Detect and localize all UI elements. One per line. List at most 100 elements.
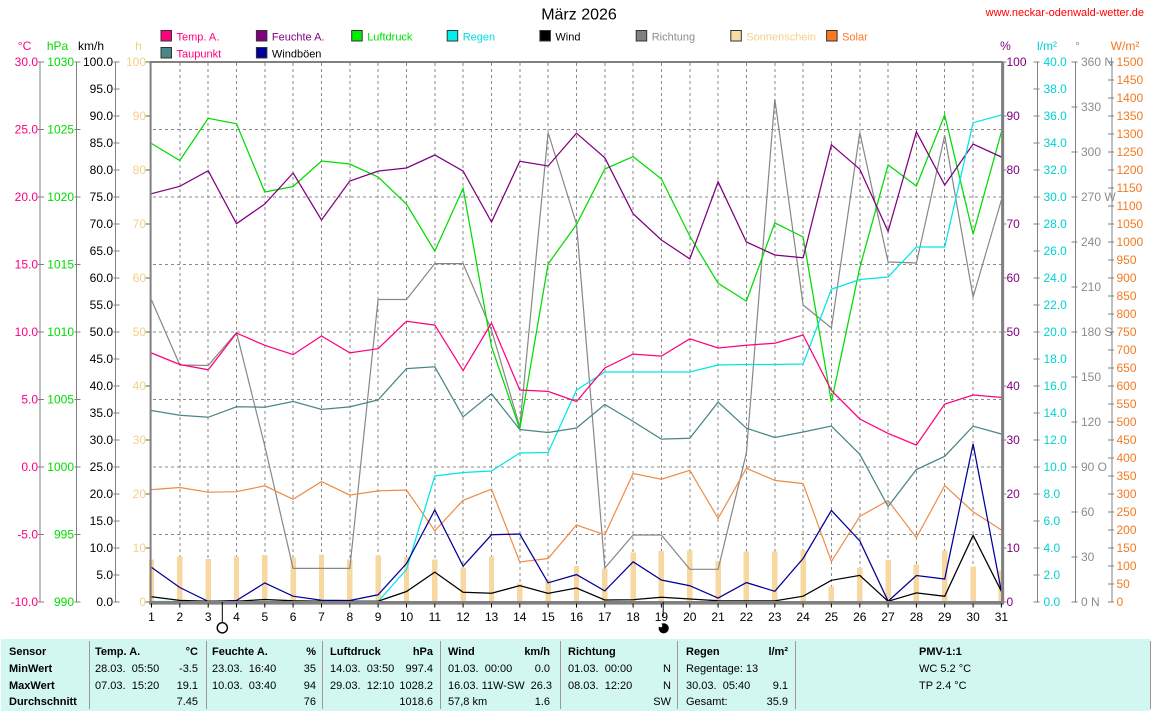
svg-text:90: 90 — [1007, 109, 1021, 123]
svg-text:13: 13 — [485, 610, 499, 624]
svg-text:0.0: 0.0 — [21, 460, 38, 474]
svg-text:0: 0 — [1007, 595, 1014, 609]
svg-text:650: 650 — [1117, 361, 1137, 375]
svg-text:°: ° — [1075, 39, 1080, 53]
svg-text:Solar: Solar — [842, 32, 868, 44]
svg-text:Wind: Wind — [555, 32, 580, 44]
svg-text:5: 5 — [261, 610, 268, 624]
svg-text:10: 10 — [400, 610, 414, 624]
svg-text:3: 3 — [205, 610, 212, 624]
svg-text:5.0: 5.0 — [96, 568, 113, 582]
svg-text:15.0: 15.0 — [15, 258, 39, 272]
svg-text:29: 29 — [938, 610, 952, 624]
svg-text:1000: 1000 — [47, 460, 74, 474]
svg-text:20: 20 — [1007, 487, 1021, 501]
svg-text:1450: 1450 — [1117, 73, 1144, 87]
svg-text:55.0: 55.0 — [90, 298, 114, 312]
svg-text:550: 550 — [1117, 397, 1137, 411]
svg-text:23: 23 — [768, 610, 782, 624]
svg-text:18: 18 — [626, 610, 640, 624]
svg-text:85.0: 85.0 — [90, 136, 114, 150]
svg-text:1030: 1030 — [47, 55, 74, 69]
svg-text:1010: 1010 — [47, 325, 74, 339]
svg-text:0.0: 0.0 — [96, 595, 113, 609]
svg-text:300: 300 — [1117, 487, 1137, 501]
svg-text:40: 40 — [133, 379, 147, 393]
svg-text:50.0: 50.0 — [90, 325, 114, 339]
svg-text:60.0: 60.0 — [90, 271, 114, 285]
svg-text:1350: 1350 — [1117, 109, 1144, 123]
svg-text:995: 995 — [54, 528, 74, 542]
svg-text:25: 25 — [825, 610, 839, 624]
svg-text:2: 2 — [176, 610, 183, 624]
svg-text:1100: 1100 — [1117, 199, 1143, 213]
svg-text:1015: 1015 — [47, 258, 74, 272]
svg-text:850: 850 — [1117, 289, 1137, 303]
svg-text:100: 100 — [1007, 55, 1027, 69]
svg-text:1005: 1005 — [47, 393, 74, 407]
svg-text:19: 19 — [655, 610, 669, 624]
svg-text:22.0: 22.0 — [1044, 298, 1068, 312]
svg-text:70: 70 — [133, 217, 147, 231]
svg-text:0: 0 — [139, 595, 146, 609]
svg-text:990: 990 — [54, 595, 74, 609]
svg-text:300: 300 — [1081, 145, 1101, 159]
svg-text:30: 30 — [966, 610, 980, 624]
svg-text:20: 20 — [133, 487, 147, 501]
svg-text:28: 28 — [910, 610, 924, 624]
svg-text:Temp. A.: Temp. A. — [177, 32, 220, 44]
svg-text:80: 80 — [133, 163, 147, 177]
svg-text:l/m²: l/m² — [1037, 39, 1057, 53]
svg-text:www.neckar-odenwald-wetter.de: www.neckar-odenwald-wetter.de — [985, 7, 1144, 19]
svg-text:75.0: 75.0 — [90, 190, 114, 204]
svg-text:150: 150 — [1081, 370, 1101, 384]
svg-text:60: 60 — [1081, 505, 1095, 519]
svg-text:70: 70 — [1007, 217, 1021, 231]
svg-text:70.0: 70.0 — [90, 217, 114, 231]
svg-text:15: 15 — [541, 610, 555, 624]
svg-text:65.0: 65.0 — [90, 244, 114, 258]
svg-text:8: 8 — [346, 610, 353, 624]
svg-text:Windböen: Windböen — [272, 49, 322, 61]
svg-text:600: 600 — [1117, 379, 1137, 393]
svg-text:20: 20 — [683, 610, 697, 624]
svg-text:Richtung: Richtung — [652, 32, 695, 44]
svg-text:Luftdruck: Luftdruck — [367, 32, 413, 44]
svg-text:1050: 1050 — [1117, 217, 1144, 231]
svg-text:50: 50 — [133, 325, 147, 339]
svg-text:180 S: 180 S — [1081, 325, 1112, 339]
svg-text:200: 200 — [1117, 523, 1137, 537]
svg-text:1400: 1400 — [1117, 91, 1144, 105]
svg-text:1150: 1150 — [1117, 181, 1143, 195]
svg-text:38.0: 38.0 — [1044, 82, 1068, 96]
svg-text:1025: 1025 — [47, 123, 74, 137]
svg-text:60: 60 — [1007, 271, 1021, 285]
svg-text:7: 7 — [318, 610, 325, 624]
svg-text:10: 10 — [133, 541, 147, 555]
svg-text:90: 90 — [133, 109, 147, 123]
svg-text:45.0: 45.0 — [90, 352, 114, 366]
svg-text:10.0: 10.0 — [15, 325, 39, 339]
svg-text:80: 80 — [1007, 163, 1021, 177]
svg-text:210: 210 — [1081, 280, 1101, 294]
svg-text:24.0: 24.0 — [1044, 271, 1068, 285]
svg-text:1300: 1300 — [1117, 127, 1144, 141]
svg-text:30.0: 30.0 — [1044, 190, 1068, 204]
svg-text:750: 750 — [1117, 325, 1137, 339]
svg-text:h: h — [135, 39, 142, 53]
svg-text:35.0: 35.0 — [90, 406, 114, 420]
svg-text:0 N: 0 N — [1081, 595, 1100, 609]
svg-text:32.0: 32.0 — [1044, 163, 1068, 177]
svg-text:22: 22 — [740, 610, 754, 624]
svg-text:1000: 1000 — [1117, 235, 1144, 249]
svg-text:60: 60 — [133, 271, 147, 285]
svg-text:30: 30 — [1081, 550, 1095, 564]
svg-text:40.0: 40.0 — [1044, 55, 1068, 69]
svg-text:28.0: 28.0 — [1044, 217, 1068, 231]
svg-text:120: 120 — [1081, 415, 1101, 429]
svg-text:25.0: 25.0 — [15, 123, 39, 137]
svg-text:Sonnenschein: Sonnenschein — [746, 32, 816, 44]
svg-text:250: 250 — [1117, 505, 1137, 519]
svg-text:350: 350 — [1117, 469, 1137, 483]
svg-text:270 W: 270 W — [1081, 190, 1116, 204]
